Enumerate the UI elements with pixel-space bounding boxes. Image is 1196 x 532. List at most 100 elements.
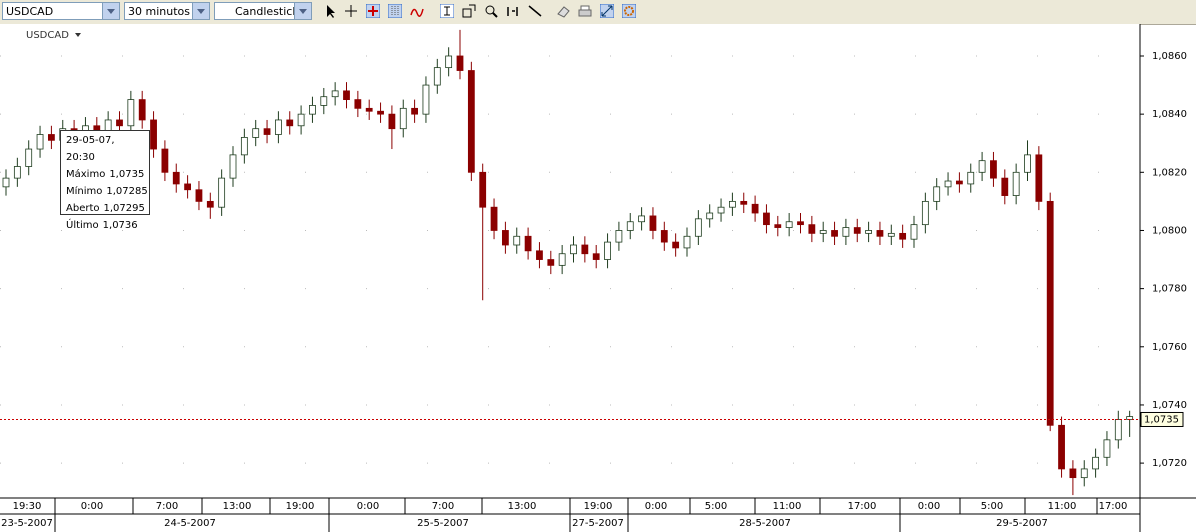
candle-body xyxy=(501,230,509,246)
candle-body xyxy=(842,227,850,237)
time-label: 5:00 xyxy=(705,501,727,512)
candle-body xyxy=(513,235,521,246)
candle-body xyxy=(729,200,736,208)
symbol-label: USDCAD xyxy=(26,30,69,41)
y-tick-label: 1,0860 xyxy=(1152,51,1187,62)
cross-tool[interactable] xyxy=(366,4,380,18)
tooltip-value: 1,0736 xyxy=(102,220,138,231)
candle-body xyxy=(819,230,827,234)
candle-body xyxy=(1080,468,1088,479)
candle-body xyxy=(252,128,260,138)
settings-tool[interactable] xyxy=(622,4,636,18)
candle-body xyxy=(536,250,543,260)
tooltip-row: Aberto 1,07295 xyxy=(66,200,145,217)
candle-body xyxy=(558,253,566,266)
tooltip-value: 1,07285 xyxy=(106,186,148,197)
candle-body xyxy=(1103,439,1111,458)
candle-body xyxy=(944,180,952,188)
candle-body xyxy=(36,134,44,150)
candle-body xyxy=(626,221,634,231)
tooltip-label: Máximo xyxy=(66,169,106,180)
last-price-box xyxy=(1140,411,1184,427)
candle-body xyxy=(694,218,702,237)
indicator-tool[interactable] xyxy=(410,4,424,18)
candle-body xyxy=(1024,154,1031,173)
candle-body xyxy=(274,119,282,135)
candle-body xyxy=(990,160,997,179)
time-label: 0:00 xyxy=(918,501,940,512)
reset-zoom-tool[interactable] xyxy=(506,4,520,18)
candle-body xyxy=(547,259,555,266)
line-tool[interactable] xyxy=(528,4,542,18)
candle-body xyxy=(377,110,384,115)
y-tick-label: 1,0840 xyxy=(1152,109,1187,120)
pointer-tool[interactable] xyxy=(324,4,338,18)
candle-body xyxy=(956,180,963,185)
candle-body xyxy=(309,105,316,115)
candle-body xyxy=(751,203,759,214)
candle-body xyxy=(672,241,680,249)
candle-body xyxy=(524,235,532,252)
tooltip-label: Aberto xyxy=(66,203,100,214)
candle-body xyxy=(808,224,816,234)
candle-body xyxy=(422,84,430,115)
candle-body xyxy=(354,99,362,109)
print-tool[interactable] xyxy=(578,4,592,18)
candle-body xyxy=(240,137,248,156)
candle-body xyxy=(1035,154,1043,202)
candle-body xyxy=(887,232,895,237)
style-text: Candlestick xyxy=(235,5,299,18)
date-label: 25-5-2007 xyxy=(417,518,469,529)
candle-body xyxy=(138,99,146,121)
info-tool[interactable] xyxy=(440,4,454,18)
time-label: 7:00 xyxy=(156,501,178,512)
tooltip-row: Máximo 1,0735 xyxy=(66,166,144,183)
eraser-tool[interactable] xyxy=(556,4,570,18)
candle-body xyxy=(184,183,192,191)
interval-select[interactable]: 30 minutos xyxy=(124,2,210,20)
toolbar: USDCAD 30 minutos Candlestick xyxy=(0,0,1196,25)
symbol-text: USDCAD xyxy=(6,5,54,18)
candle-body xyxy=(286,119,294,127)
y-tick-label: 1,0740 xyxy=(1152,400,1187,411)
candle-body xyxy=(456,55,464,71)
candle-body xyxy=(1012,171,1020,196)
candle-body xyxy=(320,96,328,106)
chart: 1,0720 1,0740 1,0760 1,0780 1,0800 1,0820 1,08… xyxy=(0,24,1196,532)
candle-body xyxy=(1001,177,1009,196)
symbol-select[interactable]: USDCAD xyxy=(2,2,120,20)
y-tick-label: 1,0780 xyxy=(1152,284,1187,295)
y-tick-label: 1,0820 xyxy=(1152,167,1187,178)
time-label: 0:00 xyxy=(357,501,379,512)
candle-body xyxy=(831,230,838,237)
date-label: 24-5-2007 xyxy=(164,518,216,529)
candle-body xyxy=(365,107,373,112)
candle-body xyxy=(706,212,714,220)
date-label: 23-5-2007 xyxy=(1,518,53,529)
candle-body xyxy=(48,134,55,141)
style-select[interactable]: Candlestick xyxy=(214,2,312,20)
time-label: 17:00 xyxy=(848,501,877,512)
candle-body xyxy=(433,67,441,86)
candle-body xyxy=(581,244,589,255)
candle-body xyxy=(615,230,623,243)
candle-body xyxy=(399,107,407,130)
candle-body xyxy=(445,55,453,69)
tooltip-label: Último xyxy=(66,220,99,231)
auto-scale-tool[interactable] xyxy=(600,4,614,18)
tooltip-row: Mínimo 1,07285 xyxy=(66,183,148,200)
crosshair-tool[interactable] xyxy=(344,4,358,18)
candle-body xyxy=(1046,200,1054,426)
candle-body xyxy=(411,107,419,115)
candle-body xyxy=(1114,419,1122,441)
candle-body xyxy=(127,99,135,127)
grid-tool[interactable] xyxy=(388,4,402,18)
zoom-box-tool[interactable] xyxy=(462,4,476,18)
candle-body xyxy=(1069,468,1077,479)
candle-body xyxy=(25,148,33,167)
time-label: 0:00 xyxy=(645,501,667,512)
candle-body xyxy=(331,90,339,98)
date-label: 27-5-2007 xyxy=(572,518,624,529)
zoom-tool[interactable] xyxy=(484,4,498,18)
candle-body xyxy=(150,119,157,150)
